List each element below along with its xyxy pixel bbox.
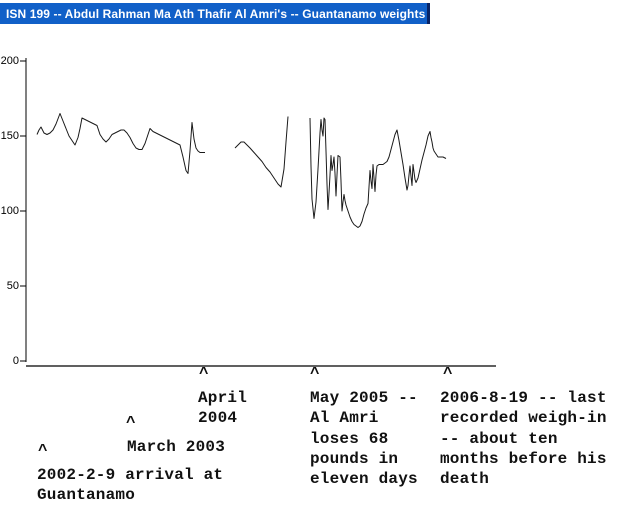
annotation-text: 2002-2-9 arrival at Guantanamo xyxy=(37,466,224,505)
annotation-caret: ^ xyxy=(126,414,136,432)
weight-line-segment xyxy=(309,117,447,228)
annotation-text: March 2003 xyxy=(127,438,226,456)
window-title-bar[interactable]: ISN 199 -- Abdul Rahman Ma Ath Thafir Al… xyxy=(0,3,430,24)
annotation-caret: ^ xyxy=(199,365,209,383)
annotation-caret: ^ xyxy=(38,442,48,460)
y-axis-tick-label: 150 xyxy=(0,130,19,142)
y-axis-tick-label: 200 xyxy=(0,55,19,67)
weight-line-segment xyxy=(234,116,289,188)
annotation-text: May 2005 -- Al Amri loses 68 pounds in e… xyxy=(310,389,418,489)
annotation-text: April 2004 xyxy=(198,389,248,428)
y-axis-tick-label: 50 xyxy=(6,280,19,292)
annotation-caret: ^ xyxy=(310,365,320,383)
weight-line-segment xyxy=(36,113,205,174)
annotation-text: 2006-8-19 -- last recorded weigh-in -- a… xyxy=(440,389,607,489)
window-title: ISN 199 -- Abdul Rahman Ma Ath Thafir Al… xyxy=(6,6,426,21)
annotation-caret: ^ xyxy=(443,365,453,383)
y-axis-tick-label: 0 xyxy=(12,355,19,367)
y-axis-tick-label: 100 xyxy=(0,205,19,217)
